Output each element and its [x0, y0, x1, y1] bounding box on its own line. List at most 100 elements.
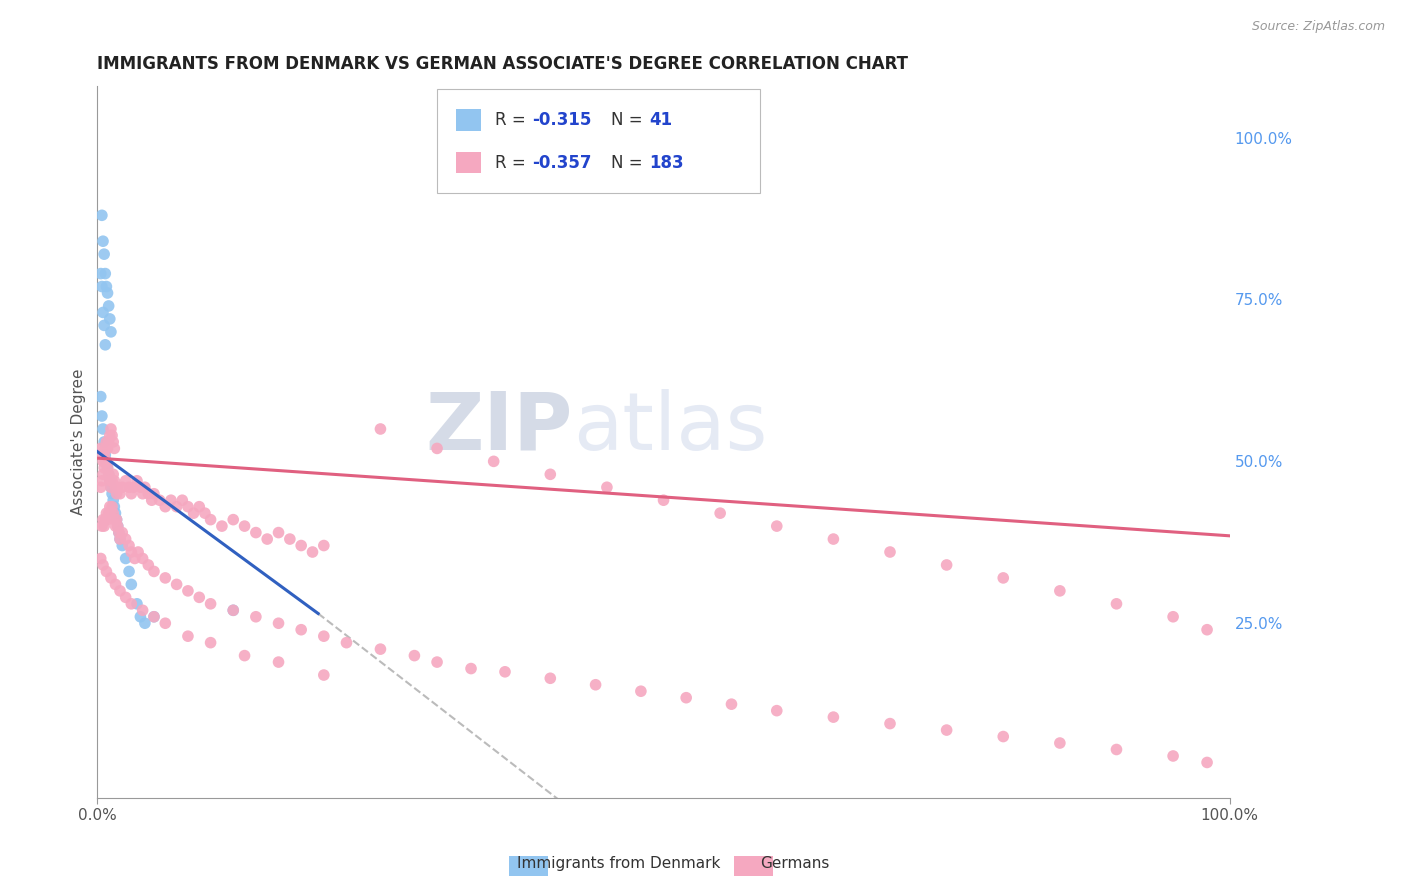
Point	[879, 716, 901, 731]
Point	[114, 474, 136, 488]
Text: 41: 41	[648, 111, 672, 129]
Point	[301, 545, 323, 559]
Point	[103, 434, 125, 449]
Point	[709, 506, 731, 520]
Point	[97, 467, 120, 482]
Point	[97, 506, 120, 520]
Text: N =: N =	[612, 153, 648, 172]
Point	[222, 603, 245, 617]
Text: Germans: Germans	[759, 856, 830, 871]
Text: N =: N =	[612, 111, 648, 129]
Point	[143, 609, 166, 624]
Point	[166, 500, 188, 514]
Point	[105, 487, 128, 501]
Point	[104, 519, 127, 533]
Point	[129, 609, 152, 624]
Point	[94, 454, 117, 468]
Point	[460, 662, 482, 676]
Point	[222, 513, 245, 527]
Point	[93, 519, 115, 533]
Point	[96, 285, 118, 300]
Point	[127, 545, 149, 559]
Point	[98, 312, 121, 326]
Point	[100, 571, 122, 585]
Point	[108, 532, 131, 546]
Point	[100, 480, 122, 494]
Point	[103, 513, 125, 527]
Point	[222, 603, 245, 617]
Point	[188, 500, 211, 514]
Point	[125, 474, 148, 488]
Text: 183: 183	[648, 153, 683, 172]
Point	[100, 506, 122, 520]
Point	[105, 513, 128, 527]
Point	[90, 474, 112, 488]
Point	[149, 493, 172, 508]
Point	[98, 474, 121, 488]
Point	[97, 467, 120, 482]
Point	[141, 493, 163, 508]
Point	[1161, 749, 1184, 764]
Point	[96, 442, 118, 456]
Point	[120, 577, 142, 591]
Point	[120, 545, 142, 559]
Point	[118, 480, 141, 494]
Point	[96, 279, 118, 293]
Text: atlas: atlas	[574, 389, 768, 467]
Point	[200, 513, 222, 527]
FancyBboxPatch shape	[437, 89, 759, 193]
Point	[630, 684, 652, 698]
Point	[93, 448, 115, 462]
Point	[585, 678, 607, 692]
Point	[166, 577, 188, 591]
Point	[97, 434, 120, 449]
Point	[879, 545, 901, 559]
Point	[103, 493, 125, 508]
Point	[114, 551, 136, 566]
Point	[98, 500, 121, 514]
Point	[194, 506, 217, 520]
Point	[188, 591, 211, 605]
Point	[101, 487, 124, 501]
Point	[172, 493, 194, 508]
Point	[675, 690, 697, 705]
Point	[335, 635, 357, 649]
Point	[91, 558, 114, 572]
Point	[118, 539, 141, 553]
Point	[131, 487, 153, 501]
Point	[96, 460, 118, 475]
Point	[312, 629, 335, 643]
Point	[134, 616, 156, 631]
Bar	[457, 110, 481, 131]
Point	[108, 487, 131, 501]
Point	[211, 519, 233, 533]
Point	[1105, 742, 1128, 756]
Point	[90, 208, 112, 222]
Point	[267, 655, 290, 669]
Point	[155, 616, 177, 631]
Point	[1049, 583, 1071, 598]
Point	[108, 525, 131, 540]
Point	[98, 428, 121, 442]
Point	[108, 583, 131, 598]
Text: ZIP: ZIP	[426, 389, 574, 467]
Point	[90, 442, 112, 456]
Point	[267, 525, 290, 540]
Point	[596, 480, 619, 494]
Point	[720, 697, 742, 711]
Point	[823, 710, 845, 724]
Point	[312, 539, 335, 553]
Point	[765, 519, 787, 533]
Point	[90, 279, 112, 293]
Point	[97, 299, 120, 313]
Point	[177, 629, 200, 643]
Point	[538, 671, 561, 685]
Text: -0.315: -0.315	[533, 111, 592, 129]
Point	[104, 506, 127, 520]
Point	[143, 609, 166, 624]
Point	[101, 474, 124, 488]
Point	[104, 577, 127, 591]
Text: R =: R =	[495, 153, 531, 172]
Point	[93, 318, 115, 333]
Point	[107, 519, 129, 533]
